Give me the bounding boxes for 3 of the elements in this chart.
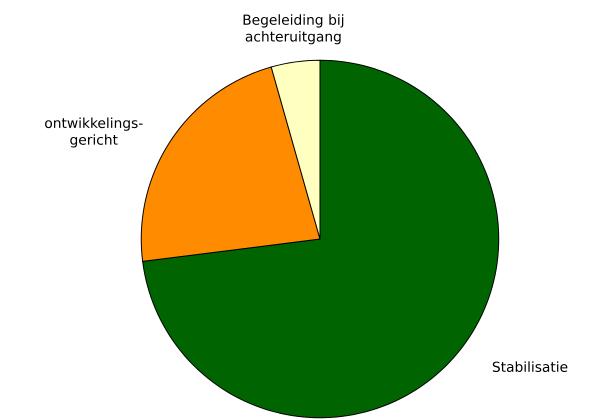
slice-label: Begeleiding bij achteruitgang [244,14,344,44]
slice-label: Stabilisatie [492,361,568,372]
slice-label: ontwikkelings-gericht [45,118,143,148]
